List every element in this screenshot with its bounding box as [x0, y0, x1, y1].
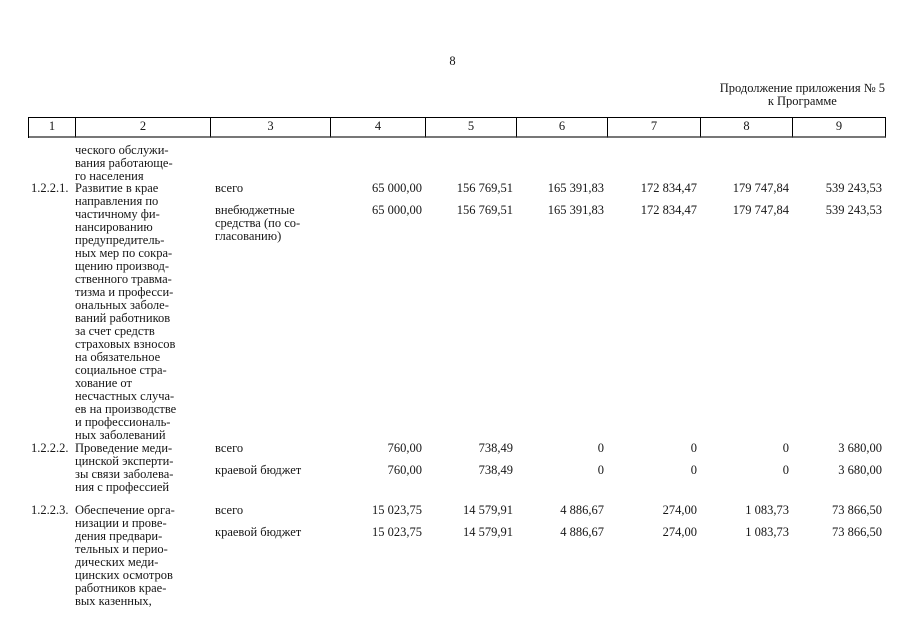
page-number: 8 — [449, 54, 456, 68]
value-cell: 760,00 — [387, 441, 422, 455]
value-cell: 73 866,50 — [832, 525, 882, 539]
row-code: 1.2.2.2. — [31, 441, 69, 455]
value-cell: 4 886,67 — [560, 525, 604, 539]
funding-source-label: внебюджетные средства (по со- гласованию… — [215, 203, 301, 243]
row-name-fragment: ческого обслужи- вания работающе- го нас… — [75, 143, 173, 183]
value-cell: 274,00 — [662, 503, 697, 517]
value-cell: 0 — [690, 441, 697, 455]
value-cell: 0 — [782, 441, 789, 455]
value-cell: 179 747,84 — [732, 203, 789, 217]
value-cell: 0 — [597, 441, 604, 455]
header-cell-6: 6 — [517, 117, 608, 138]
header-cell-8: 8 — [701, 117, 793, 138]
header-cell-9: 9 — [793, 117, 886, 138]
table-row: 1.2.2.2. Проведение меди- цинской экспер… — [28, 442, 885, 494]
row-code: 1.2.2.3. — [31, 503, 69, 517]
value-cell: 165 391,83 — [547, 181, 604, 195]
value-cell: 4 886,67 — [560, 503, 604, 517]
row-name: Развитие в крае направления по частичном… — [75, 181, 177, 442]
table-column-number-row: 1 2 3 4 5 6 7 8 9 — [28, 117, 886, 138]
value-cell: 738,49 — [478, 441, 513, 455]
funding-source-label: всего — [215, 441, 244, 455]
value-cell: 172 834,47 — [640, 181, 697, 195]
funding-source-label: всего — [215, 503, 244, 517]
value-cell: 15 023,75 — [372, 525, 422, 539]
funding-source-label: краевой бюджет — [215, 525, 302, 539]
value-cell: 274,00 — [662, 525, 697, 539]
value-cell: 0 — [782, 463, 789, 477]
funding-source-label: краевой бюджет — [215, 463, 302, 477]
value-cell: 15 023,75 — [372, 503, 422, 517]
value-cell: 14 579,91 — [463, 503, 513, 517]
value-cell: 156 769,51 — [456, 181, 513, 195]
value-cell: 738,49 — [478, 463, 513, 477]
value-cell: 1 083,73 — [745, 525, 789, 539]
value-cell: 65 000,00 — [372, 203, 422, 217]
value-cell: 0 — [690, 463, 697, 477]
value-cell: 165 391,83 — [547, 203, 604, 217]
table-row: 1.2.2.3. Обеспечение орга- низации и про… — [28, 504, 885, 608]
header-cell-3: 3 — [211, 117, 331, 138]
header-cell-4: 4 — [331, 117, 426, 138]
table-row-continuation: ческого обслужи- вания работающе- го нас… — [28, 144, 885, 183]
row-name: Проведение меди- цинской эксперти- зы св… — [75, 441, 174, 494]
value-cell: 539 243,53 — [825, 203, 882, 217]
value-cell: 0 — [597, 463, 604, 477]
value-cell: 172 834,47 — [640, 203, 697, 217]
value-cell: 539 243,53 — [825, 181, 882, 195]
header-cell-5: 5 — [426, 117, 517, 138]
header-cell-2: 2 — [76, 117, 211, 138]
value-cell: 65 000,00 — [372, 181, 422, 195]
appendix-annotation: Продолжение приложения № 5 к Программе — [720, 82, 885, 108]
value-cell: 14 579,91 — [463, 525, 513, 539]
funding-source-label: всего — [215, 181, 244, 195]
header-cell-1: 1 — [29, 117, 76, 138]
table-row: 1.2.2.1. Развитие в крае направления по … — [28, 182, 885, 442]
value-cell: 73 866,50 — [832, 503, 882, 517]
value-cell: 3 680,00 — [838, 463, 882, 477]
value-cell: 760,00 — [387, 463, 422, 477]
value-cell: 3 680,00 — [838, 441, 882, 455]
value-cell: 1 083,73 — [745, 503, 789, 517]
annotation-line2: к Программе — [767, 94, 837, 108]
value-cell: 156 769,51 — [456, 203, 513, 217]
annotation-line1: Продолжение приложения № 5 — [719, 81, 885, 95]
header-cell-7: 7 — [608, 117, 701, 138]
row-code: 1.2.2.1. — [31, 181, 69, 195]
value-cell: 179 747,84 — [732, 181, 789, 195]
row-name: Обеспечение орга- низации и прове- дения… — [75, 503, 175, 608]
